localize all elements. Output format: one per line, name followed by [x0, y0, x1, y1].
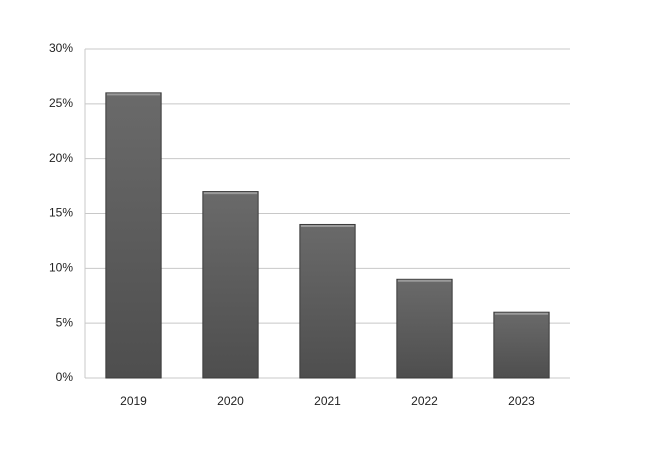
bar	[299, 223, 356, 379]
x-tick-label: 2020	[217, 394, 244, 408]
bar	[493, 311, 550, 379]
y-tick-label: 10%	[49, 261, 73, 275]
y-tick-label: 0%	[56, 370, 74, 384]
bar	[202, 191, 259, 379]
x-tick-label: 2022	[411, 394, 438, 408]
y-tick-label: 30%	[49, 41, 73, 55]
y-tick-label: 15%	[49, 206, 73, 220]
bar	[105, 92, 162, 379]
x-tick-label: 2019	[120, 394, 147, 408]
x-tick-label: 2021	[314, 394, 341, 408]
bar	[396, 278, 453, 379]
y-tick-label: 5%	[56, 315, 74, 329]
y-tick-label: 20%	[49, 151, 73, 165]
x-tick-label: 2023	[508, 394, 535, 408]
y-tick-label: 25%	[49, 96, 73, 110]
